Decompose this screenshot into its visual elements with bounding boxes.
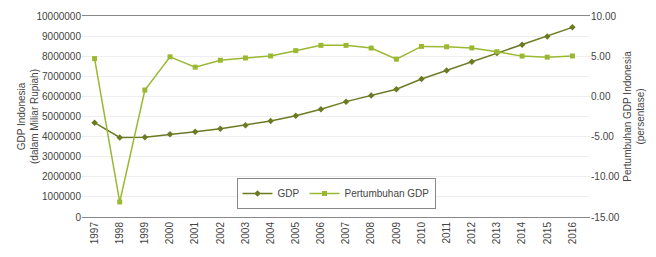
svg-text:2000: 2000 [164, 222, 175, 245]
svg-text:GDP Indonesia(dalam Miliar Rup: GDP Indonesia(dalam Miliar Rupiah) [16, 69, 40, 164]
svg-text:10.00: 10.00 [591, 11, 616, 22]
svg-text:2016: 2016 [567, 222, 578, 245]
svg-text:Pertumbuhan GDP: Pertumbuhan GDP [345, 188, 430, 199]
svg-text:2003: 2003 [240, 222, 251, 245]
svg-text:2011: 2011 [441, 222, 452, 244]
svg-text:5.00: 5.00 [591, 51, 611, 62]
svg-text:8000000: 8000000 [42, 51, 81, 62]
svg-text:3000000: 3000000 [42, 151, 81, 162]
svg-text:0: 0 [75, 212, 81, 223]
svg-text:9000000: 9000000 [42, 31, 81, 42]
svg-text:GDP: GDP [278, 188, 300, 199]
svg-text:1997: 1997 [89, 222, 100, 245]
svg-text:2015: 2015 [542, 222, 553, 245]
svg-text:2006: 2006 [315, 222, 326, 245]
svg-text:2002: 2002 [215, 222, 226, 245]
svg-text:2000000: 2000000 [42, 171, 81, 182]
svg-text:5000000: 5000000 [42, 111, 81, 122]
svg-text:7000000: 7000000 [42, 71, 81, 82]
svg-text:-5.00: -5.00 [591, 131, 614, 142]
svg-text:2008: 2008 [365, 222, 376, 245]
svg-text:2007: 2007 [340, 222, 351, 245]
svg-text:2004: 2004 [265, 222, 276, 245]
svg-text:1999: 1999 [139, 222, 150, 245]
svg-text:2010: 2010 [416, 222, 427, 245]
svg-text:-10.00: -10.00 [591, 171, 620, 182]
svg-text:2013: 2013 [491, 222, 502, 245]
svg-text:2001: 2001 [189, 222, 200, 245]
svg-text:0.00: 0.00 [591, 91, 611, 102]
svg-text:1998: 1998 [114, 222, 125, 245]
svg-text:2012: 2012 [466, 222, 477, 245]
svg-text:2005: 2005 [290, 222, 301, 245]
svg-text:10000000: 10000000 [37, 11, 82, 22]
svg-text:2009: 2009 [391, 222, 402, 245]
svg-text:2014: 2014 [516, 222, 527, 245]
svg-text:1000000: 1000000 [42, 191, 81, 202]
svg-text:-15.00: -15.00 [591, 212, 620, 223]
svg-text:4000000: 4000000 [42, 131, 81, 142]
svg-text:Pertumbuhan GDP Indonesia(pers: Pertumbuhan GDP Indonesia(persentase) [622, 51, 646, 182]
svg-text:6000000: 6000000 [42, 91, 81, 102]
